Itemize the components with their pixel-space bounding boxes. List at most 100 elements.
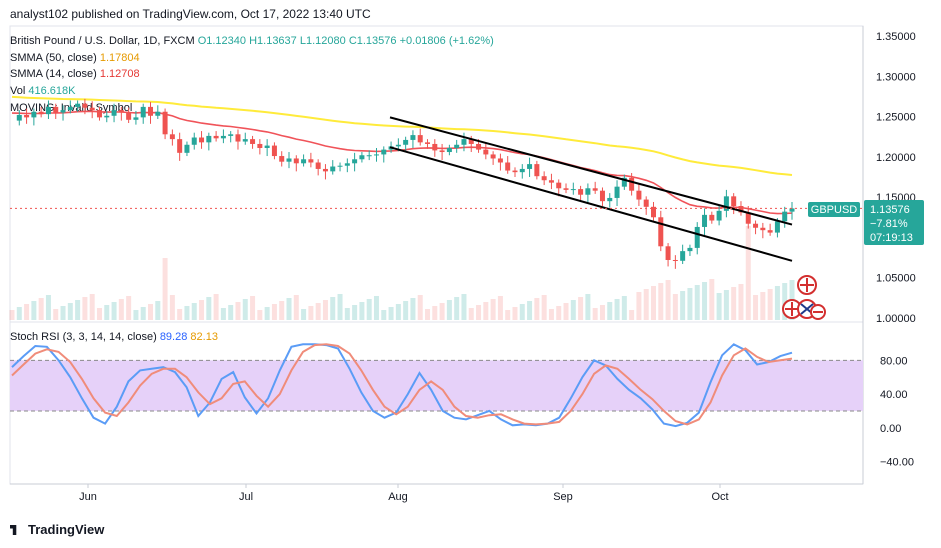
candle-body: [490, 154, 496, 159]
volume-bar: [782, 283, 788, 320]
candle-body: [454, 144, 460, 148]
candle-body: [534, 164, 540, 177]
volume-bar: [140, 307, 146, 320]
candle-body: [322, 168, 328, 172]
us-flag-icon[interactable]: [810, 304, 826, 320]
last-price-box[interactable]: [864, 200, 924, 245]
candle-body: [89, 107, 95, 111]
volume-bar: [476, 305, 482, 320]
candle-body: [585, 188, 591, 195]
candles[interactable]: [16, 98, 795, 269]
volume-bar: [381, 310, 387, 320]
time-tick-label: Aug: [388, 491, 408, 503]
smma14-label: SMMA (14, close): [10, 68, 97, 80]
low-value: L1.12080: [299, 35, 346, 47]
channel-lower-line[interactable]: [389, 146, 793, 262]
symbol-tag[interactable]: [808, 202, 860, 217]
volume-legend[interactable]: Vol 416.618K: [10, 85, 75, 97]
volume-bar: [738, 284, 744, 320]
candle-body: [257, 143, 263, 148]
volume-bar: [322, 300, 328, 320]
channel-upper-line[interactable]: [389, 116, 793, 226]
volume-bar: [366, 299, 372, 320]
candle-body: [570, 189, 576, 191]
candle-body: [643, 199, 649, 207]
tradingview-logo[interactable]: TradingView: [10, 522, 104, 537]
candle-body: [461, 139, 467, 145]
candle-body: [665, 246, 671, 260]
stoch-d-line[interactable]: [11, 343, 793, 426]
candle-body: [16, 114, 22, 121]
volume-bar: [665, 280, 671, 320]
volume-bar: [512, 307, 518, 320]
candle-body: [344, 163, 350, 166]
candle-body: [126, 112, 132, 120]
open-value: O1.12340: [197, 35, 247, 47]
last-price-change: −7.81%: [870, 218, 908, 230]
stoch-k-value: 89.28: [159, 331, 188, 343]
symbol-title[interactable]: British Pound / U.S. Dollar, 1D, FXCM: [10, 35, 195, 47]
candle-body: [425, 142, 431, 144]
bar-countdown: 07:19:13: [870, 232, 913, 244]
volume-value: 416.618K: [28, 85, 76, 97]
stoch-d-value: 82.13: [190, 331, 218, 343]
candle-body: [213, 135, 219, 139]
candle-body: [709, 214, 715, 221]
candle-body: [650, 206, 656, 218]
change-value: +0.01806 (+1.62%): [399, 35, 494, 47]
candle-body: [140, 106, 146, 118]
stoch-k-line[interactable]: [11, 343, 793, 428]
candle-body: [352, 159, 358, 164]
candle-body: [476, 143, 482, 150]
candle-body: [53, 106, 59, 113]
volume-bar: [753, 295, 759, 320]
volume-bar: [497, 296, 503, 320]
stoch-label: Stoch RSI (3, 3, 14, 14, close): [10, 331, 157, 343]
volume-bar: [687, 288, 693, 320]
volume-bar: [621, 296, 627, 320]
smma50-legend[interactable]: SMMA (50, close) 1.17804: [10, 52, 140, 64]
candle-body: [621, 177, 627, 187]
candle-body: [417, 135, 423, 143]
candle-body: [723, 196, 729, 211]
candle-body: [155, 111, 161, 116]
smma50-line[interactable]: [11, 95, 793, 176]
volume-bar: [126, 296, 132, 320]
candle-body: [403, 139, 409, 145]
stoch-axis-ticks: 80.00 40.00 0.00 −40.00: [880, 355, 914, 468]
volume-bar: [607, 302, 613, 320]
volume-bar: [658, 283, 664, 320]
volume-bar: [206, 297, 212, 320]
publisher-caption: analyst102 published on TradingView.com,…: [10, 7, 371, 21]
volume-bar: [439, 303, 445, 320]
volume-bar: [31, 301, 37, 320]
candle-body: [592, 188, 598, 191]
smma14-legend[interactable]: SMMA (14, close) 1.12708: [10, 68, 140, 80]
volume-bar: [570, 300, 576, 320]
candle-body: [782, 211, 788, 222]
volume-bar: [614, 299, 620, 320]
us-flag-icon[interactable]: [782, 299, 802, 319]
stoch-tick-label: 80.00: [880, 355, 908, 367]
volume-bar: [592, 308, 598, 320]
candle-body: [359, 155, 365, 160]
stoch-legend[interactable]: Stoch RSI (3, 3, 14, 14, close) 89.28 82…: [10, 331, 218, 343]
candle-body: [519, 168, 525, 173]
time-axis-ticks: Jun Jul Aug Sep Oct: [79, 484, 729, 503]
uk-flag-icon[interactable]: [797, 275, 817, 295]
candle-body: [67, 106, 73, 111]
candle-body: [483, 149, 489, 155]
candle-body: [60, 110, 66, 113]
volume-bar: [395, 304, 401, 320]
volume-bar: [169, 295, 175, 320]
candle-body: [133, 117, 139, 120]
volume-bar: [454, 297, 460, 320]
time-tick-label: Jul: [239, 491, 253, 503]
candle-body: [731, 196, 737, 207]
volume-bar: [745, 226, 751, 320]
volume-bar: [541, 295, 547, 320]
candle-body: [658, 217, 664, 247]
volume-bar: [599, 305, 605, 320]
volume-bar: [767, 289, 773, 320]
